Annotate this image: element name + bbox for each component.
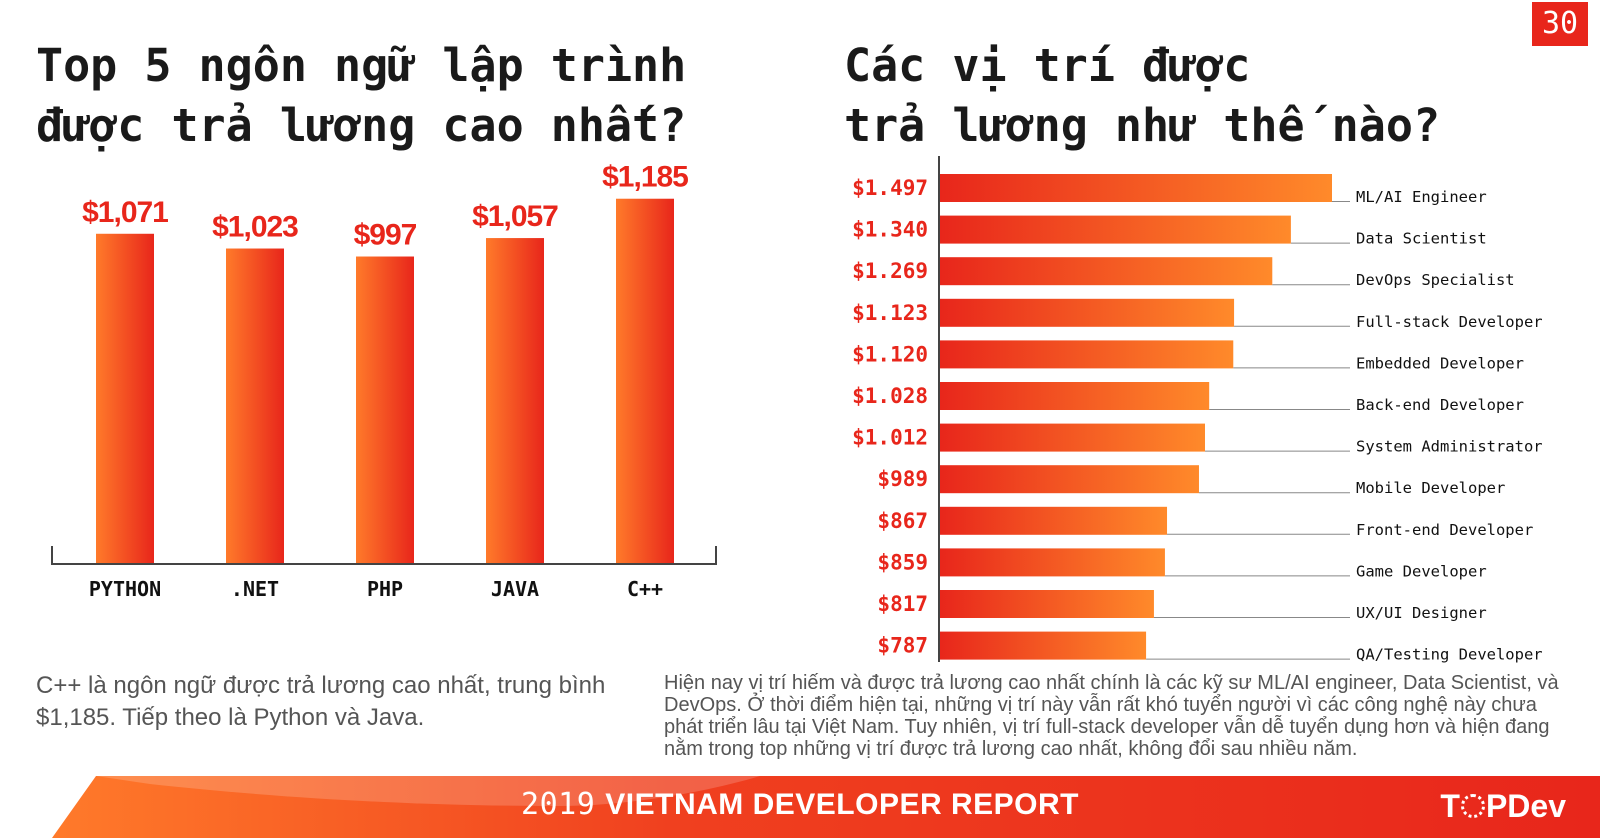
bar-value-label: $1,071 xyxy=(82,196,168,229)
bar xyxy=(486,238,544,563)
bar-value-label: $997 xyxy=(354,219,417,252)
category-label: .NET xyxy=(231,577,279,601)
category-label: PHP xyxy=(367,577,403,601)
role-label: DevOps Specialist xyxy=(1356,271,1515,289)
category-label: JAVA xyxy=(491,577,539,601)
globe-icon xyxy=(1460,794,1485,818)
bar xyxy=(940,215,1291,244)
right-title: Các vị trí được trả lương như thế nào? xyxy=(844,36,1440,156)
value-label: $1.123 xyxy=(852,301,928,325)
role-label: Full-stack Developer xyxy=(1356,313,1543,331)
bar xyxy=(96,233,154,563)
value-label: $1.028 xyxy=(852,384,928,408)
bar xyxy=(940,506,1168,535)
right-title-line-1: Các vị trí được xyxy=(844,39,1251,92)
bar xyxy=(940,382,1210,410)
value-label: $1.497 xyxy=(852,176,928,200)
bar xyxy=(940,631,1147,660)
role-label: Data Scientist xyxy=(1356,230,1487,248)
value-label: $1.340 xyxy=(852,218,928,242)
role-label: System Administrator xyxy=(1356,438,1543,456)
role-label: Game Developer xyxy=(1356,562,1487,580)
value-label: $1.120 xyxy=(852,342,928,366)
value-label: $867 xyxy=(877,509,928,533)
bar xyxy=(940,340,1234,369)
language-salary-chart: $1,071 PYTHON $1,023 .NET $997 PHP $1,057 JAVA $… xyxy=(51,161,717,601)
right-note: Hiện nay vị trí hiếm và được trả lương c… xyxy=(664,672,1559,760)
bar xyxy=(940,465,1199,494)
x-axis xyxy=(51,546,717,565)
role-label: Embedded Developer xyxy=(1356,354,1524,372)
page-number: 30 xyxy=(1532,2,1588,46)
footer-title-text: VIETNAM DEVELOPER REPORT xyxy=(605,788,1079,821)
left-title-line-1: Top 5 ngôn ngữ lập trình xyxy=(36,39,687,92)
role-label: Mobile Developer xyxy=(1356,479,1505,497)
left-title: Top 5 ngôn ngữ lập trình được trả lương … xyxy=(36,36,686,156)
role-label: Front-end Developer xyxy=(1356,521,1533,539)
value-label: $1.012 xyxy=(852,426,928,450)
bar-value-label: $1,185 xyxy=(602,161,688,194)
topdev-logo: T PDev xyxy=(1440,789,1566,823)
bar xyxy=(226,248,284,563)
footer-report-title: 2019 VIETNAM DEVELOPER REPORT xyxy=(0,788,1600,822)
value-label: $989 xyxy=(877,467,928,491)
bar xyxy=(940,548,1165,577)
category-label: C++ xyxy=(627,577,663,601)
brand-text-pre: T xyxy=(1440,788,1460,824)
bar xyxy=(940,174,1332,202)
footer-banner xyxy=(52,776,1600,838)
bar xyxy=(356,256,414,563)
brand-text-post: PDev xyxy=(1485,788,1566,824)
value-label: $1.269 xyxy=(852,259,928,283)
left-note: C++ là ngôn ngữ được trả lương cao nhất,… xyxy=(36,672,606,731)
left-title-line-2: được trả lương cao nhất? xyxy=(36,99,687,152)
bar xyxy=(940,298,1235,327)
category-label: PYTHON xyxy=(89,577,161,601)
role-label: UX/UI Designer xyxy=(1356,604,1487,622)
bar-value-label: $1,057 xyxy=(472,200,558,233)
role-label: QA/Testing Developer xyxy=(1356,646,1543,664)
bar-value-label: $1,023 xyxy=(212,211,298,244)
right-title-line-2: trả lương như thế nào? xyxy=(844,99,1441,152)
bar xyxy=(616,198,674,563)
bar xyxy=(940,590,1154,618)
bar xyxy=(940,423,1205,452)
value-label: $859 xyxy=(877,550,928,574)
footer-year: 2019 xyxy=(521,787,596,822)
role-label: Back-end Developer xyxy=(1356,396,1524,414)
role-salary-chart: $1.497 ML/AI Engineer $1.340 Data Scientist… xyxy=(852,156,1543,664)
role-label: ML/AI Engineer xyxy=(1356,188,1487,206)
value-label: $817 xyxy=(877,592,928,616)
bar xyxy=(940,257,1273,286)
value-label: $787 xyxy=(877,634,928,658)
